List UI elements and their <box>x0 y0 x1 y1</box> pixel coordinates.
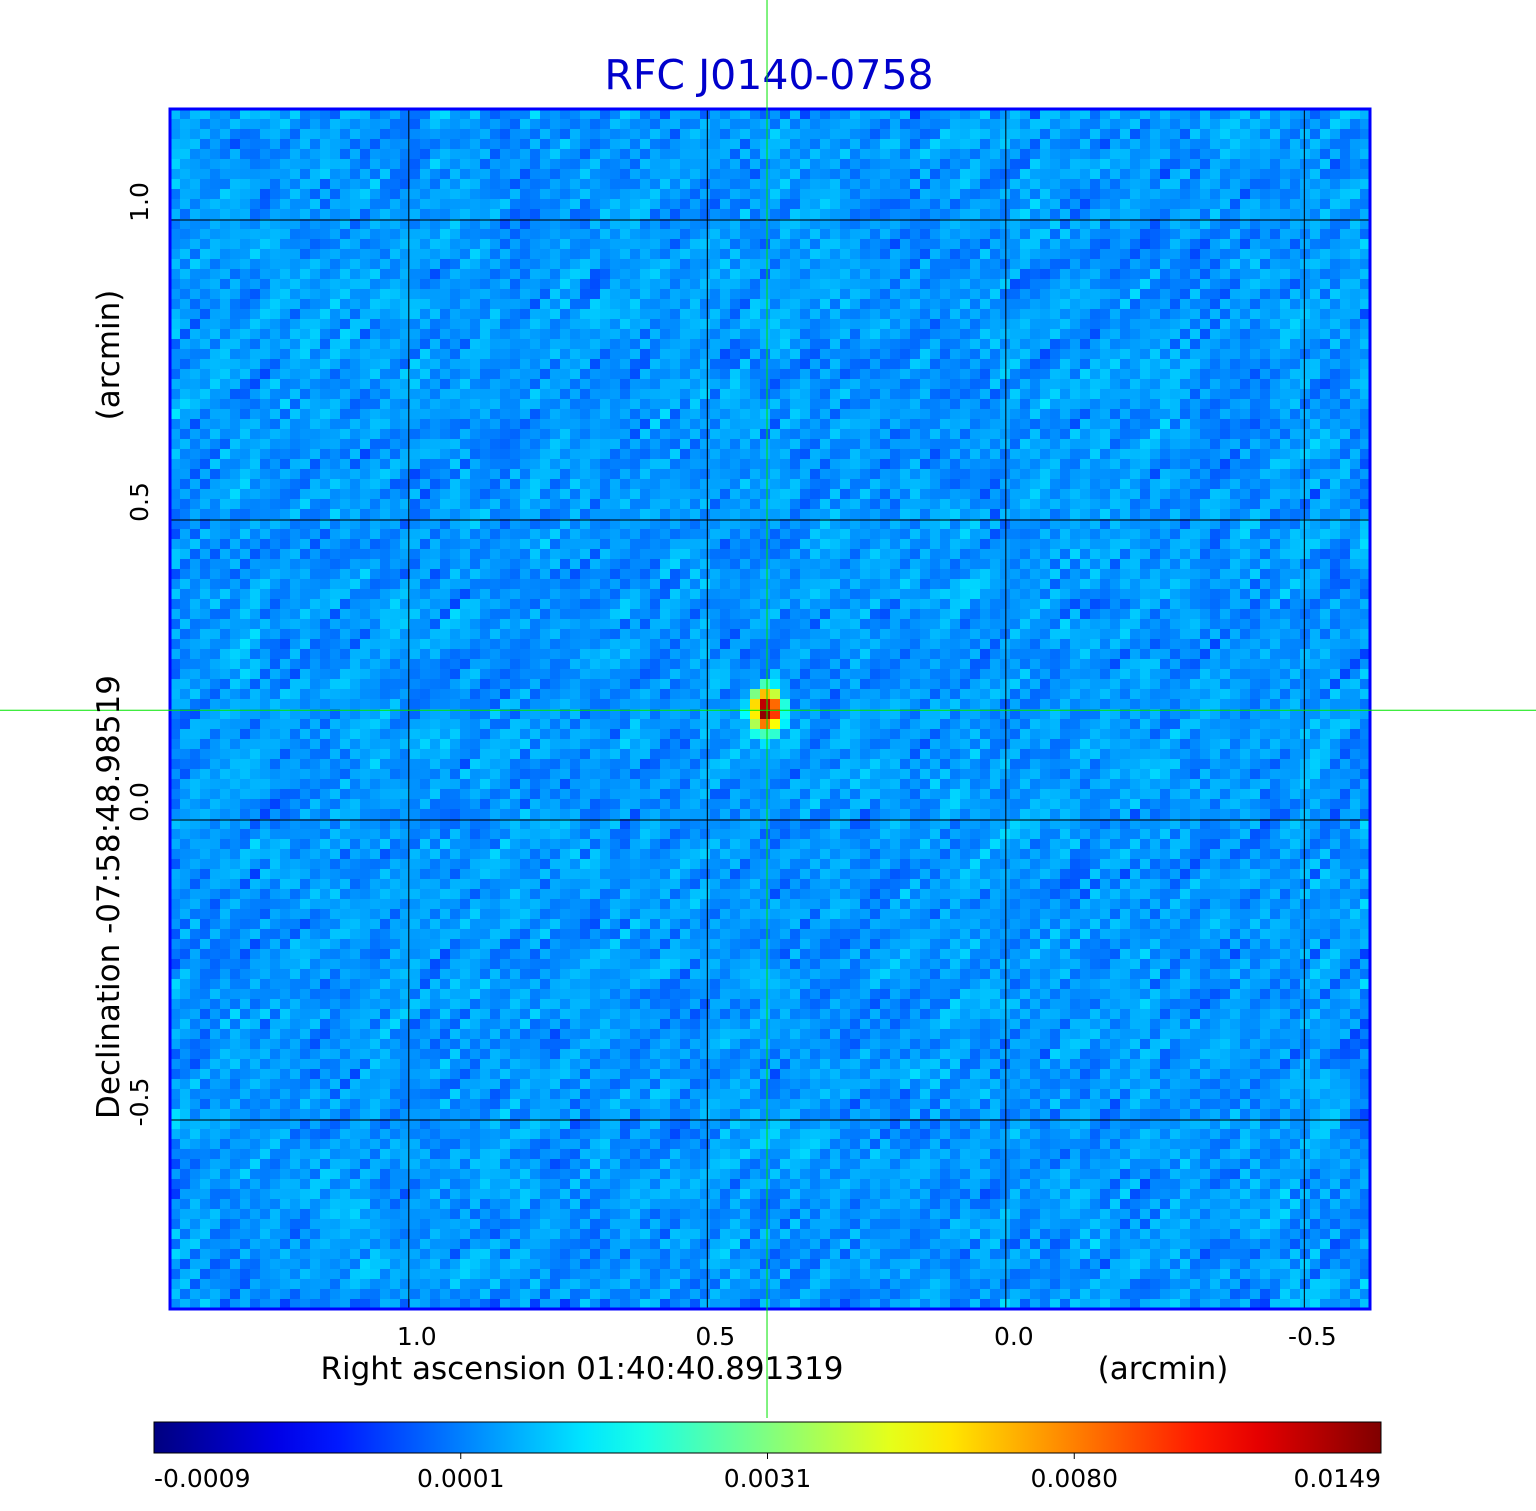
flux-heatmap <box>170 109 1370 1309</box>
y-tick-label: 0.0 <box>125 782 154 822</box>
x-axis-unit: (arcmin) <box>1098 1351 1229 1387</box>
x-tick-label: 1.0 <box>397 1322 437 1351</box>
y-tick-label: -0.5 <box>125 1078 154 1127</box>
x-tick-label: -0.5 <box>1288 1322 1337 1351</box>
plot-frame <box>168 107 1372 1311</box>
y-tick-label: 1.0 <box>125 182 154 222</box>
colorbar-label: 0.0031 <box>724 1464 811 1493</box>
coordinate-grid <box>170 109 1370 1309</box>
colorbar-label: -0.0009 <box>154 1464 251 1493</box>
colorbar <box>153 1421 1382 1454</box>
colorbar-label: 0.0001 <box>417 1464 504 1493</box>
chart-title: RFC J0140-0758 <box>604 51 933 99</box>
crosshair <box>0 0 1536 1418</box>
x-tick-labels: 1.0 0.5 0.0 -0.5 <box>397 1322 1337 1351</box>
colorbar-label: 0.0149 <box>1294 1464 1381 1493</box>
y-tick-label: 0.5 <box>125 482 154 522</box>
colorbar-tick-labels: -0.0009 0.0001 0.0031 0.0080 0.0149 <box>154 1453 1381 1493</box>
y-axis-label: Declination -07:58:48.98519 <box>91 675 127 1119</box>
x-axis-label: Right ascension 01:40:40.891319 <box>320 1351 843 1387</box>
y-tick-labels: 1.0 0.5 0.0 -0.5 <box>125 182 154 1126</box>
y-axis-unit: (arcmin) <box>91 290 127 421</box>
plot-area[interactable] <box>168 107 1372 1311</box>
colorbar-label: 0.0080 <box>1031 1464 1118 1493</box>
x-tick-label: 0.0 <box>994 1322 1034 1351</box>
x-tick-label: 0.5 <box>695 1322 735 1351</box>
